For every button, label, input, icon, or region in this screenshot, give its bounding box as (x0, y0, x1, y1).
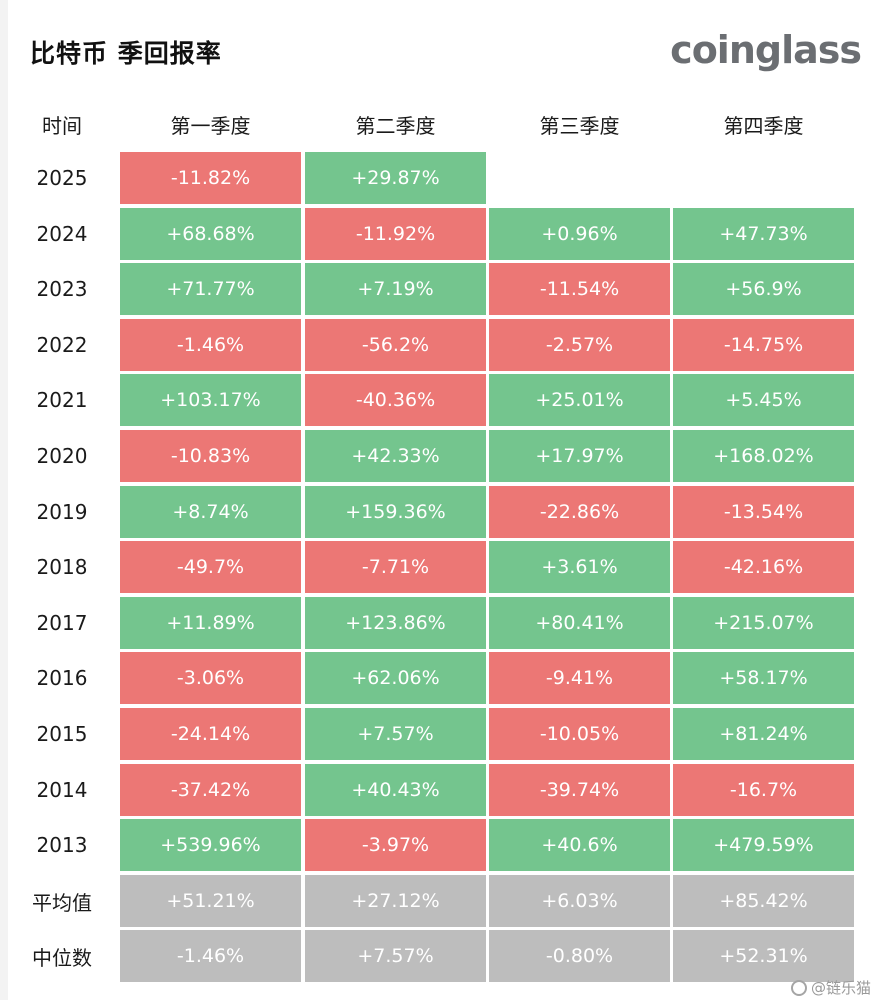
year-label: 2015 (36, 722, 88, 746)
return-cell: -16.7% (673, 764, 854, 816)
return-cell: +17.97% (489, 430, 670, 482)
return-cell: +7.57% (305, 708, 486, 760)
return-cell: +42.33% (305, 430, 486, 482)
return-cell: +80.41% (489, 597, 670, 649)
summary-row-label: 中位数 (32, 945, 92, 970)
summary-cell: +7.57% (305, 930, 486, 982)
return-cell: +5.45% (673, 374, 854, 426)
return-cell: -10.83% (120, 430, 301, 482)
year-label: 2019 (36, 500, 88, 524)
return-cell: +62.06% (305, 652, 486, 704)
return-cell: +25.01% (489, 374, 670, 426)
year-label: 2021 (36, 388, 88, 412)
return-cell: +40.6% (489, 819, 670, 871)
watermark-circle-icon (790, 979, 807, 996)
year-label: 2016 (36, 666, 88, 690)
column-header-4: 第四季度 (723, 113, 804, 138)
year-label: 2023 (36, 277, 88, 301)
summary-cell: +51.21% (120, 875, 301, 927)
empty-cell (673, 152, 854, 204)
return-cell: +0.96% (489, 208, 670, 260)
return-cell: +215.07% (673, 597, 854, 649)
return-cell: -40.36% (305, 374, 486, 426)
return-cell: +168.02% (673, 430, 854, 482)
summary-cell: +27.12% (305, 875, 486, 927)
return-cell: +159.36% (305, 486, 486, 538)
return-cell: -10.05% (489, 708, 670, 760)
year-label: 2022 (36, 333, 88, 357)
return-cell: +7.19% (305, 263, 486, 315)
summary-cell: +6.03% (489, 875, 670, 927)
return-cell: -37.42% (120, 764, 301, 816)
return-cell: +103.17% (120, 374, 301, 426)
return-cell: +479.59% (673, 819, 854, 871)
return-cell: -42.16% (673, 541, 854, 593)
year-label: 2014 (36, 778, 88, 802)
return-cell: -49.7% (120, 541, 301, 593)
year-label: 2024 (36, 222, 88, 246)
brand-logo: coinglass (670, 28, 862, 72)
return-cell: +68.68% (120, 208, 301, 260)
return-cell: +56.9% (673, 263, 854, 315)
return-cell: +58.17% (673, 652, 854, 704)
column-header-2: 第二季度 (355, 113, 436, 138)
return-cell: -56.2% (305, 319, 486, 371)
return-cell: +8.74% (120, 486, 301, 538)
return-cell: +71.77% (120, 263, 301, 315)
year-label: 2025 (36, 166, 88, 190)
return-cell: +539.96% (120, 819, 301, 871)
empty-cell (489, 152, 670, 204)
return-cell: -14.75% (673, 319, 854, 371)
return-cell: -11.82% (120, 152, 301, 204)
return-cell: -39.74% (489, 764, 670, 816)
return-cell: -13.54% (673, 486, 854, 538)
return-cell: -1.46% (120, 319, 301, 371)
return-cell: -11.54% (489, 263, 670, 315)
year-label: 2017 (36, 611, 88, 635)
return-cell: +123.86% (305, 597, 486, 649)
return-cell: +81.24% (673, 708, 854, 760)
column-header-3: 第三季度 (539, 113, 620, 138)
year-label: 2018 (36, 555, 88, 579)
year-label: 2020 (36, 444, 88, 468)
return-cell: +40.43% (305, 764, 486, 816)
header: 比特币 季回报率 coinglass (8, 0, 881, 100)
summary-cell: -0.80% (489, 930, 670, 982)
column-header-1: 第一季度 (170, 113, 251, 138)
summary-cell: +85.42% (673, 875, 854, 927)
return-cell: +47.73% (673, 208, 854, 260)
return-cell: -9.41% (489, 652, 670, 704)
summary-cell: +52.31% (673, 930, 854, 982)
return-cell: +11.89% (120, 597, 301, 649)
summary-cell: -1.46% (120, 930, 301, 982)
return-cell: -3.06% (120, 652, 301, 704)
return-cell: -24.14% (120, 708, 301, 760)
watermark: @链乐猫 (790, 977, 871, 998)
return-cell: +29.87% (305, 152, 486, 204)
year-label: 2013 (36, 833, 88, 857)
row-header-label: 时间 (42, 113, 82, 138)
return-cell: +3.61% (489, 541, 670, 593)
summary-row-label: 平均值 (32, 890, 92, 915)
watermark-text: @链乐猫 (810, 979, 871, 997)
return-cell: -2.57% (489, 319, 670, 371)
return-cell: -7.71% (305, 541, 486, 593)
return-cell: -11.92% (305, 208, 486, 260)
return-cell: -22.86% (489, 486, 670, 538)
return-cell: -3.97% (305, 819, 486, 871)
chart-title: 比特币 季回报率 (30, 39, 222, 68)
